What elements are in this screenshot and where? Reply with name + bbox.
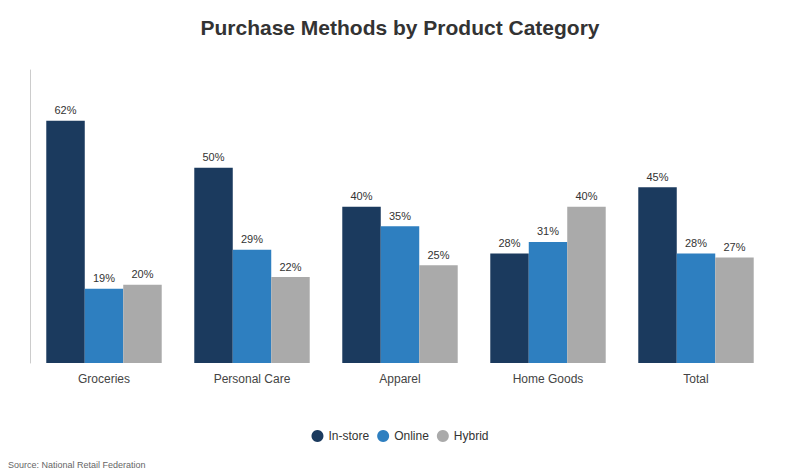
svg-text:28%: 28%: [685, 237, 707, 249]
svg-text:50%: 50%: [203, 151, 225, 163]
svg-text:Total: Total: [683, 372, 708, 386]
svg-text:20%: 20%: [131, 268, 153, 280]
svg-text:Online: Online: [394, 429, 429, 443]
svg-text:25%: 25%: [427, 249, 449, 261]
svg-text:62%: 62%: [55, 104, 77, 116]
svg-text:45%: 45%: [647, 171, 669, 183]
svg-text:40%: 40%: [575, 190, 597, 202]
svg-text:Apparel: Apparel: [379, 372, 420, 386]
svg-text:35%: 35%: [389, 210, 411, 222]
svg-text:19%: 19%: [93, 272, 115, 284]
svg-text:40%: 40%: [351, 190, 373, 202]
svg-text:29%: 29%: [241, 233, 263, 245]
svg-text:Home Goods: Home Goods: [513, 372, 584, 386]
svg-text:Source: National Retail Federa: Source: National Retail Federation: [8, 460, 146, 470]
svg-text:31%: 31%: [537, 225, 559, 237]
svg-text:Hybrid: Hybrid: [454, 429, 489, 443]
svg-text:27%: 27%: [723, 241, 745, 253]
svg-text:28%: 28%: [499, 237, 521, 249]
svg-text:Purchase Methods by Product Ca: Purchase Methods by Product Category: [200, 16, 599, 39]
svg-text:22%: 22%: [279, 261, 301, 273]
svg-text:Personal Care: Personal Care: [214, 372, 291, 386]
svg-text:Groceries: Groceries: [78, 372, 130, 386]
svg-text:In-store: In-store: [328, 429, 369, 443]
